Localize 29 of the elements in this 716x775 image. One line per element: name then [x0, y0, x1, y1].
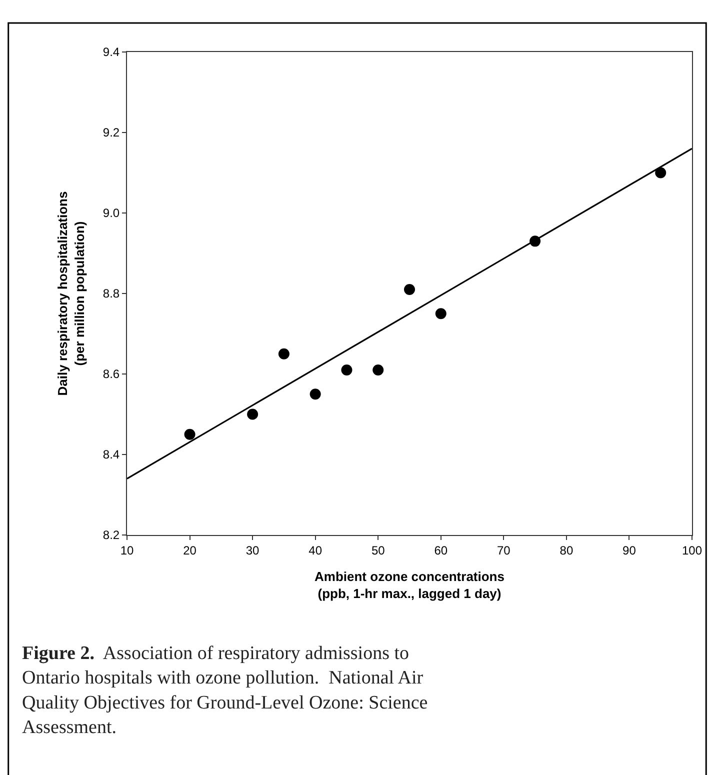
point — [278, 348, 290, 360]
y-tick-label: 8.6 — [102, 367, 120, 382]
x-tick-label: 80 — [560, 543, 574, 558]
y-tick-label: 8.2 — [102, 528, 120, 542]
x-tick-label: 100 — [682, 543, 702, 558]
y-tick-label: 9.4 — [102, 45, 120, 60]
point — [372, 364, 384, 376]
x-axis-title: Ambient ozone concentrations (ppb, 1-hr max., lagged 1 day) — [314, 569, 504, 601]
y-tick-label: 8.8 — [102, 286, 120, 301]
point — [341, 364, 352, 376]
point — [404, 284, 415, 295]
y-tick-label: 9.0 — [102, 206, 120, 220]
y-tick-label: 9.2 — [102, 126, 120, 140]
y-tick-label: 8.4 — [102, 448, 120, 462]
x-tick-label: 30 — [246, 543, 260, 558]
x-tick-label: 20 — [183, 543, 197, 558]
x-tick-label: 40 — [308, 543, 322, 558]
x-tick-label: 70 — [496, 543, 511, 558]
x-tick-label: 90 — [622, 543, 636, 558]
point — [247, 408, 258, 420]
y-axis-title: Daily respiratory hospitalizations (per million population) — [54, 191, 87, 396]
x-tick-label: 60 — [434, 543, 448, 558]
point — [184, 428, 196, 440]
x-tick-label: 10 — [120, 543, 134, 558]
point — [655, 167, 666, 178]
point — [435, 308, 446, 320]
x-tick-label: 50 — [371, 543, 386, 558]
point — [310, 388, 321, 400]
caption: Figure 2. — [22, 643, 94, 664]
